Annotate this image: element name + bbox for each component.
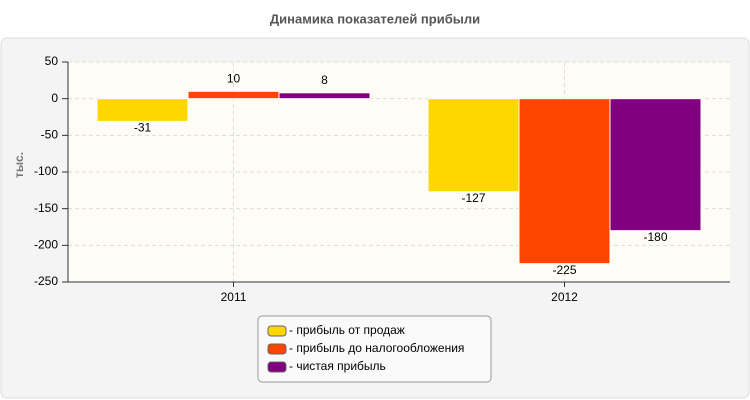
x-tick-label: 2012 [551, 290, 578, 304]
legend-label: - прибыль от продаж [289, 323, 405, 337]
bar [609, 98, 702, 232]
data-label: 10 [227, 72, 241, 86]
legend-swatch [267, 361, 287, 373]
data-label: -31 [134, 121, 152, 135]
bar [518, 98, 611, 265]
y-tick-label: 50 [45, 54, 59, 68]
data-label: 8 [321, 73, 328, 87]
data-label: -180 [643, 230, 667, 244]
data-label: -127 [461, 191, 485, 205]
chart-title: Динамика показателей прибыли [270, 11, 480, 26]
bar [427, 98, 520, 193]
legend-swatch [267, 343, 287, 355]
legend-swatch [267, 325, 287, 337]
y-axis-label: тыс. [12, 152, 26, 178]
legend-label: - чистая прибыль [289, 359, 386, 373]
legend [257, 315, 492, 383]
bar [96, 98, 189, 122]
data-label: -225 [552, 263, 576, 277]
y-tick-label: -250 [34, 274, 58, 288]
bar [187, 90, 280, 100]
y-tick-label: -200 [34, 238, 58, 252]
x-tick-label: 2011 [221, 290, 247, 304]
legend-label: - прибыль до налогообложения [289, 341, 464, 355]
y-tick-label: -100 [34, 164, 58, 178]
bar [278, 92, 371, 100]
y-tick-label: -50 [41, 128, 59, 142]
y-tick-label: -150 [34, 201, 58, 215]
y-tick-label: 0 [51, 91, 58, 105]
